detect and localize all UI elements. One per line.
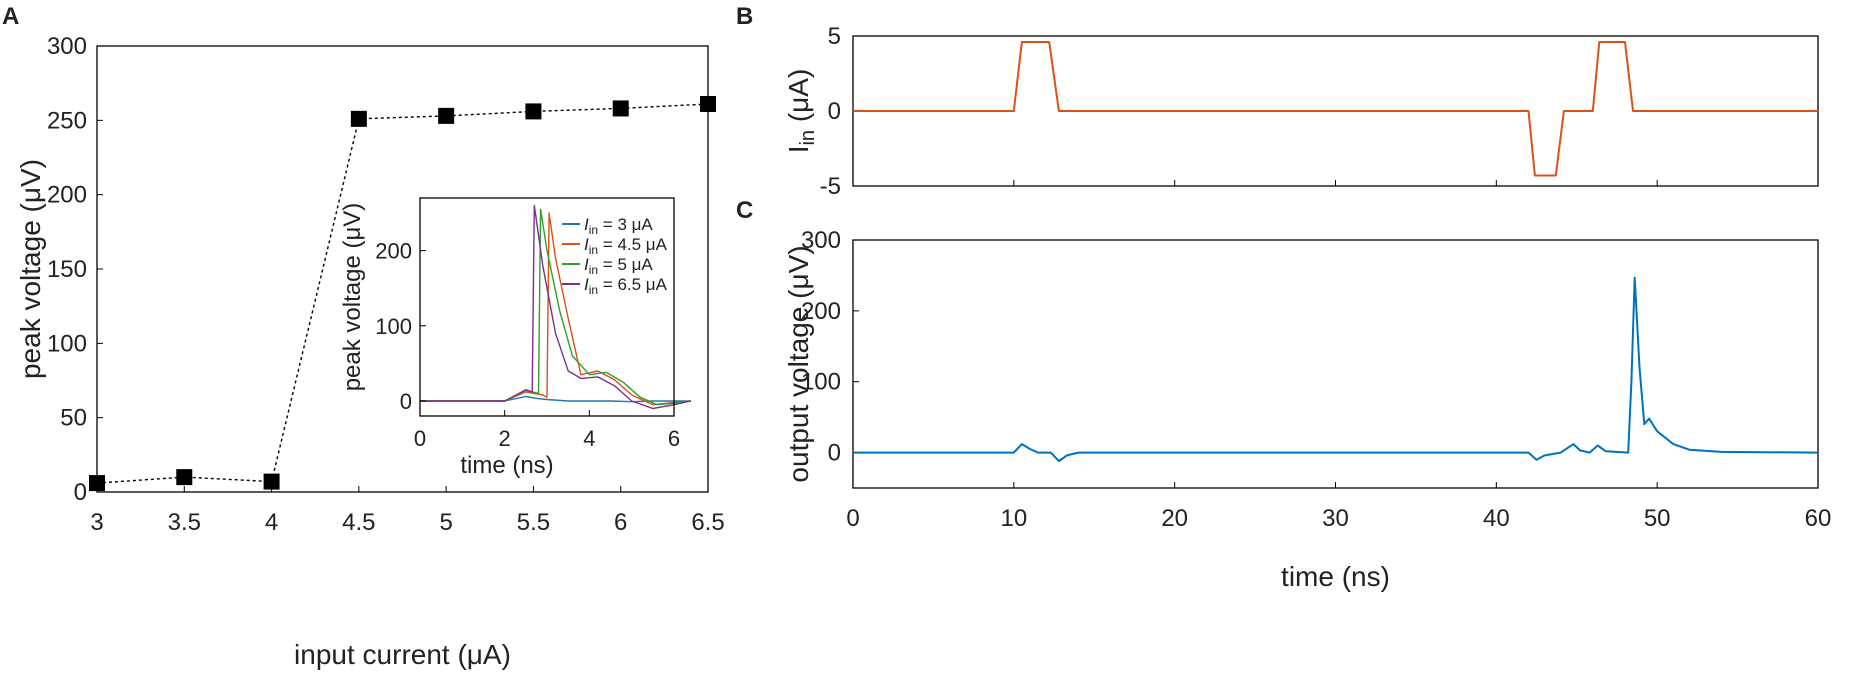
chart-a-inset-series-line [420, 204, 692, 410]
chart-c-y-tick-label: 100 [801, 369, 841, 396]
chart-a-y-tick-label: 200 [47, 182, 87, 209]
chart-c-x-tick-label: 50 [1644, 505, 1671, 532]
chart-c-x-tick-label: 30 [1322, 505, 1349, 532]
chart-a-data-point [438, 107, 455, 124]
chart-a-y-tick-label: 250 [47, 107, 87, 134]
chart-a-inset-time-traces: 0 2 4 6 0 100 200 time (ns) peak voltage (μV) Iin… [339, 197, 692, 479]
chart-c-y-axis-label: output voltage (μV) [783, 245, 814, 482]
chart-a-y-tick-label: 300 [47, 33, 87, 60]
chart-a-inset-legend-entry: Iin = 3 μA [584, 215, 653, 237]
chart-a-inset-legend-entry: Iin = 5 μA [584, 255, 653, 277]
chart-a-peak-voltage-vs-input-current: 3 3.5 4 4.5 5 5.5 6 6.5050100150200250300input … [15, 33, 725, 670]
chart-a-y-tick-label: 150 [47, 256, 87, 283]
chart-c-output-voltage-trace: 0 10 20 30 40 50 60 0 100 200 300 time (ns) output v… [783, 227, 1831, 592]
chart-c-axes-frame [852, 239, 1819, 489]
chart-a-data-point [176, 469, 193, 486]
chart-a-y-tick-label: 50 [60, 405, 87, 432]
chart-c-x-tick-label: 0 [846, 505, 859, 532]
chart-a-connecting-line [96, 103, 709, 484]
chart-a-inset-x-tick-label: 2 [499, 426, 511, 451]
chart-a-y-axis-label: peak voltage (μV) [15, 159, 46, 379]
chart-a-y-tick-label: 100 [47, 330, 87, 357]
chart-b-y-tick-label: 5 [828, 23, 841, 50]
chart-a-x-tick-label: 5.5 [517, 509, 550, 536]
chart-c-x-tick-label: 10 [1000, 505, 1027, 532]
chart-c-y-tick-label: 200 [801, 298, 841, 325]
chart-c-y-tick-label: 300 [801, 227, 841, 254]
chart-a-data-point [89, 475, 105, 492]
chart-a-data-point [350, 110, 367, 127]
panel-letter-a: A [2, 3, 19, 30]
chart-a-x-axis-label: input current (μA) [294, 639, 511, 670]
chart-a-inset-x-tick-label: 4 [583, 426, 595, 451]
chart-b-y-axis-label: Iin (μA) [783, 69, 819, 154]
chart-a-x-tick-label: 6 [614, 509, 627, 536]
chart-c-y-tick-label: 0 [828, 440, 841, 467]
chart-a-inset-series-line [420, 395, 691, 403]
chart-a-inset-x-tick-label: 6 [668, 426, 680, 451]
chart-a-x-tick-label: 5 [439, 509, 452, 536]
chart-c-x-tick-label: 60 [1805, 505, 1832, 532]
chart-a-data-point [525, 103, 542, 120]
chart-a-x-tick-label: 3 [90, 509, 103, 536]
chart-a-inset-series-line [420, 212, 691, 406]
chart-a-inset-y-axis-label: peak voltage (μV) [339, 203, 366, 392]
chart-a-x-tick-label: 6.5 [691, 509, 724, 536]
chart-b-y-tick-label: -5 [820, 173, 841, 200]
chart-c-x-axis-label: time (ns) [1281, 561, 1390, 592]
chart-a-inset-legend-entry: Iin = 4.5 μA [584, 235, 668, 257]
chart-a-x-tick-label: 3.5 [168, 509, 201, 536]
panel-letter-b: B [736, 3, 753, 30]
chart-a-x-tick-label: 4 [265, 509, 278, 536]
chart-a-inset-y-tick-label: 0 [400, 389, 412, 414]
chart-a-inset-legend-entry: Iin = 6.5 μA [584, 275, 668, 297]
chart-a-data-point [263, 473, 280, 490]
chart-b-y-tick-label: 0 [828, 98, 841, 125]
chart-b-series-line [853, 41, 1818, 177]
chart-a-inset-x-axis-label: time (ns) [460, 452, 553, 479]
chart-a-data-point [700, 95, 716, 112]
chart-a-inset-axes-frame [419, 197, 675, 417]
chart-c-x-tick-label: 40 [1483, 505, 1510, 532]
chart-a-inset-x-tick-label: 0 [414, 426, 426, 451]
chart-a-y-tick-label: 0 [74, 479, 87, 506]
chart-a-inset-y-tick-label: 200 [375, 239, 412, 264]
panel-letter-c: C [736, 197, 753, 224]
chart-c-series-line [853, 276, 1819, 463]
chart-a-inset-y-tick-label: 100 [375, 314, 412, 339]
chart-c-x-tick-label: 20 [1161, 505, 1188, 532]
chart-a-data-point [612, 100, 629, 117]
chart-a-x-tick-label: 4.5 [342, 509, 375, 536]
